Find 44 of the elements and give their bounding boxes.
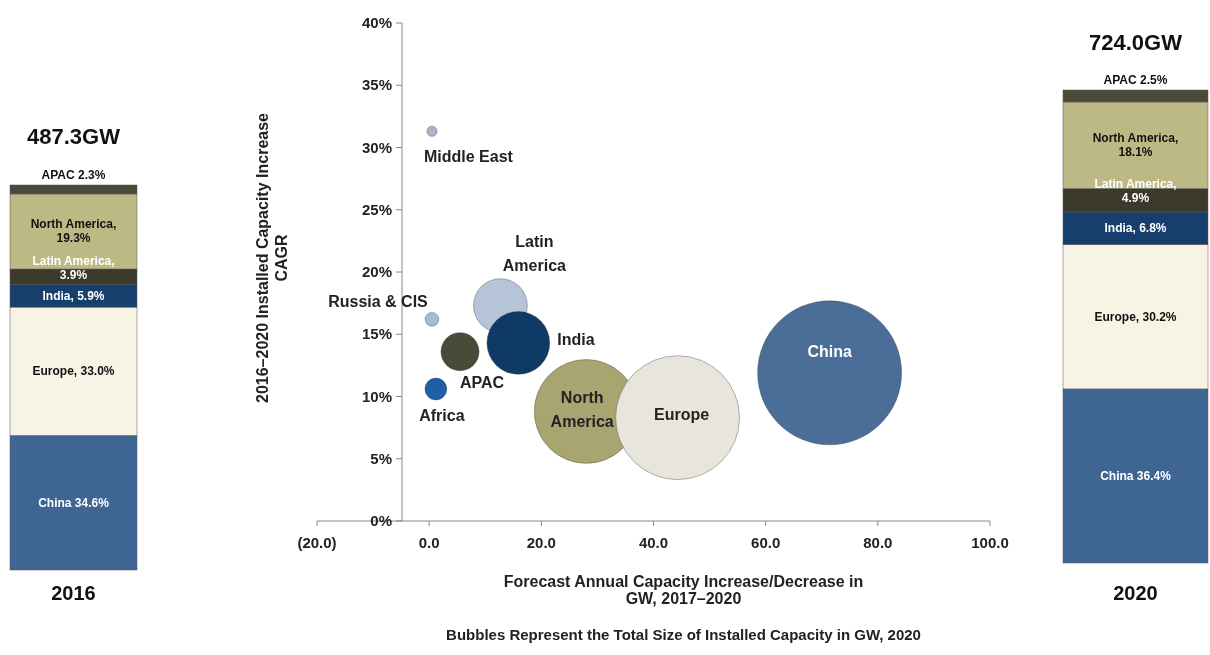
y-axis-title: 2016–2020 Installed Capacity Increase CAGR xyxy=(254,112,290,403)
x-tick-label: 2020 xyxy=(1113,582,1158,604)
data-label: APAC 2.5% xyxy=(1103,73,1168,87)
data-label: India, 5.9% xyxy=(42,288,105,303)
y-tick-label: 20% xyxy=(361,263,392,280)
x-tick-label: 0.0 xyxy=(418,534,440,551)
data-label: Europe, 30.2% xyxy=(1094,309,1177,324)
series-label: India xyxy=(557,330,595,348)
x-axis-title: Forecast Annual Capacity Increase/Decrease in GW, 2017–2020 xyxy=(503,573,864,607)
y-tick-label: 15% xyxy=(361,325,392,343)
x-tick-label: 60.0 xyxy=(751,534,781,551)
series-label: Europe xyxy=(654,405,710,423)
y-tick-label: 35% xyxy=(361,76,392,94)
data-label: North America, 18.1% xyxy=(1092,131,1179,160)
series-label: North America xyxy=(550,389,614,431)
x-tick-label: (20.0) xyxy=(297,534,337,551)
data-label: China 36.4% xyxy=(1100,468,1172,483)
data-label: China 34.6% xyxy=(38,495,110,510)
y-tick-label: 0% xyxy=(370,512,392,529)
series-label: APAC xyxy=(460,373,505,391)
series-label: Latin America xyxy=(502,232,567,274)
chart-title: 487.3GW xyxy=(27,124,121,149)
series-label: Russia & CIS xyxy=(328,293,429,311)
x-tick-label: 80.0 xyxy=(863,534,893,551)
data-label: Latin America, 4.9% xyxy=(1094,177,1177,206)
series-label: Africa xyxy=(419,407,465,425)
data-label: APAC 2.3% xyxy=(41,168,106,182)
series-label: China xyxy=(807,342,852,360)
data-label: North America, 19.3% xyxy=(30,217,117,246)
x-tick-label: 20.0 xyxy=(526,534,556,551)
data-label: Latin America, 3.9% xyxy=(32,253,115,282)
y-tick-label: 10% xyxy=(361,387,392,405)
text: Bubbles Represent the Total Size of Installed Capacity in GW, 2020 xyxy=(446,626,921,643)
x-tick-label: 2016 xyxy=(51,582,96,604)
data-label: India, 6.8% xyxy=(1104,221,1167,236)
y-tick-label: 30% xyxy=(361,138,392,156)
series-label: Middle East xyxy=(423,148,514,166)
x-tick-label: 40.0 xyxy=(638,534,669,551)
y-tick-label: 40% xyxy=(361,14,392,31)
y-tick-label: 5% xyxy=(370,449,392,467)
y-tick-label: 25% xyxy=(361,200,392,218)
x-tick-label: 100.0 xyxy=(971,534,1009,551)
chart-title: 724.0GW xyxy=(1089,30,1183,55)
data-label: Europe, 33.0% xyxy=(32,364,115,379)
